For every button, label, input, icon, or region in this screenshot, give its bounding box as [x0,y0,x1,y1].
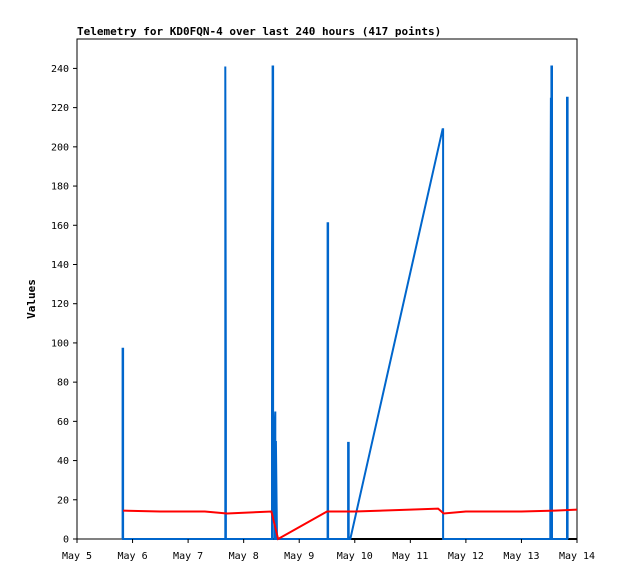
y-tick-label: 120 [51,299,69,310]
y-tick-label: 160 [51,221,69,232]
series-line-2 [123,507,578,541]
x-tick-label: May 12 [448,551,484,562]
x-tick-label: May 7 [173,551,203,562]
x-tick-label: May 6 [118,551,148,562]
x-tick-label: May 13 [503,551,539,562]
y-axis: 0 20 40 60 80 100 120 140 160 180 200 220 240 [51,64,77,546]
x-tick-label: May 5 [62,551,92,562]
y-tick-label: 140 [51,260,69,271]
series-layer [121,65,578,541]
y-tick-label: 80 [57,378,69,389]
y-tick-label: 180 [51,182,69,193]
y-tick-label: 60 [57,417,69,428]
x-tick-label: May 8 [229,551,259,562]
x-tick-label: May 10 [337,551,373,562]
y-tick-label: 20 [57,495,69,506]
y-axis-label: Values [25,279,38,319]
x-tick-label: May 9 [284,551,314,562]
y-tick-label: 100 [51,338,69,349]
x-tick-label: May 11 [392,551,428,562]
x-tick-label: May 14 [559,551,595,562]
y-tick-label: 40 [57,456,69,467]
y-tick-label: 200 [51,142,69,153]
x-axis: May 5 May 6 May 7 May 8 May 9 May 10 May 11 May… [62,539,595,562]
series-line-1 [121,65,569,540]
y-tick-label: 240 [51,64,69,75]
y-tick-label: 0 [63,535,69,546]
y-tick-label: 220 [51,103,69,114]
chart-title: Telemetry for KD0FQN-4 over last 240 hou… [77,25,441,38]
